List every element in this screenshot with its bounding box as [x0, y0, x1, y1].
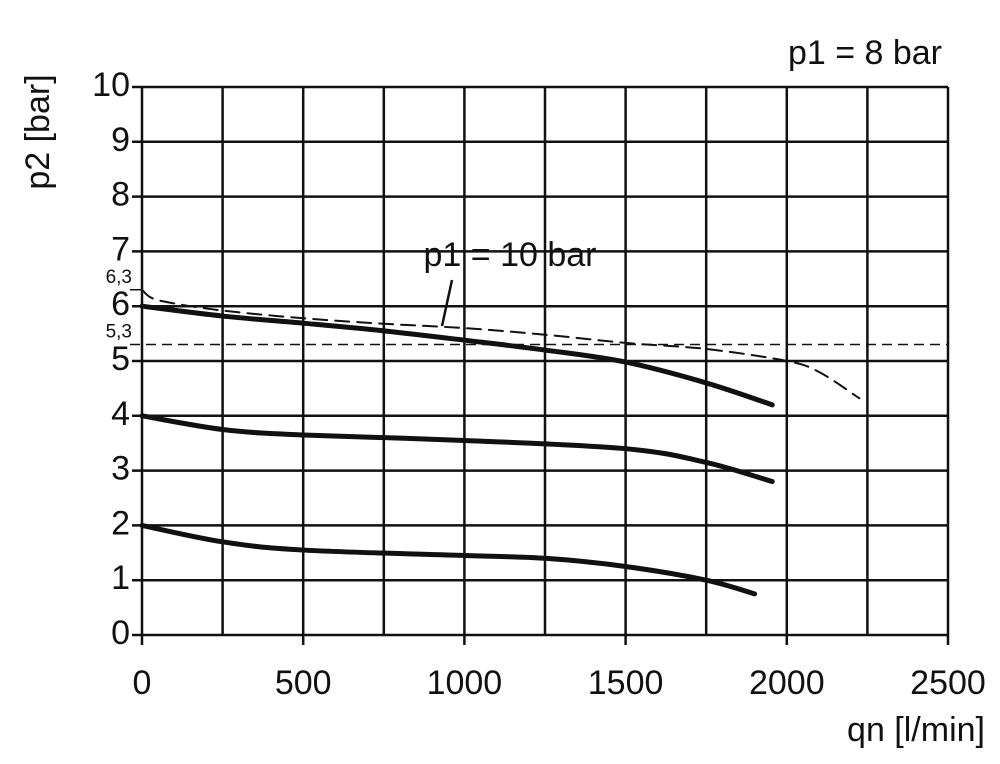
- chart-title: p1 = 8 bar: [788, 34, 942, 72]
- series-annotation: p1 = 10 bar: [424, 236, 597, 274]
- y-tick-label: 9: [111, 121, 130, 159]
- y-tick-label: 10: [92, 66, 130, 104]
- y-tick-label: 3: [111, 450, 130, 488]
- x-tick-label: 0: [133, 664, 152, 702]
- marker-tick-label: 6,3: [106, 267, 132, 288]
- marker-tick-label: 5,3: [106, 322, 132, 343]
- y-tick-label: 2: [111, 504, 130, 542]
- x-tick-label: 1500: [588, 664, 664, 702]
- y-tick-label: 0: [111, 614, 130, 652]
- series-line: [139, 303, 775, 408]
- y-tick-label: 8: [111, 176, 130, 214]
- y-tick-label: 5: [111, 340, 130, 378]
- series-line: [139, 413, 775, 485]
- series-line: [141, 288, 861, 400]
- y-tick-label: 6: [111, 285, 130, 323]
- y-axis-label: p2 [bar]: [19, 74, 57, 189]
- y-tick-label: 7: [111, 230, 130, 268]
- annotation-pointer: [440, 279, 454, 327]
- x-tick-label: 500: [275, 664, 332, 702]
- x-tick-label: 2500: [910, 664, 986, 702]
- x-tick-label: 1000: [427, 664, 503, 702]
- series-line: [139, 522, 758, 597]
- y-tick-label: 1: [111, 559, 130, 597]
- x-tick-label: 2000: [749, 664, 825, 702]
- x-axis-label: qn [l/min]: [847, 711, 985, 749]
- y-tick-label: 4: [111, 395, 130, 433]
